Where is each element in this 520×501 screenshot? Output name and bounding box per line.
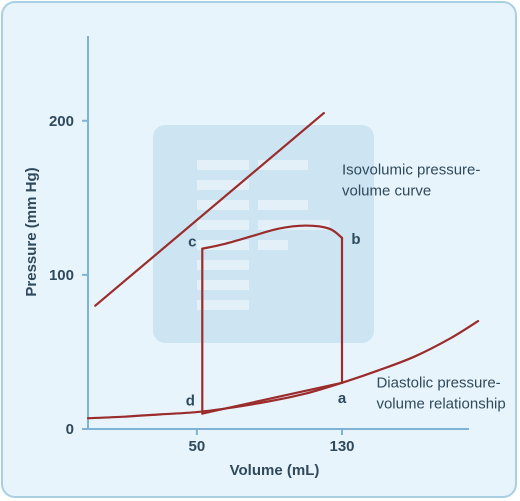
diastolic-line (86, 320, 480, 420)
isovolumic-line (94, 111, 325, 307)
watermark (153, 125, 374, 343)
y-tick-label: 200 (49, 113, 74, 130)
annotation-1: Isovolumic pressure-volume curve (342, 162, 480, 200)
point-label-b: b (351, 231, 360, 248)
annotation-2: Diastolic pressure-volume relationship (376, 374, 505, 412)
x-tick-label: 50 (189, 438, 206, 455)
y-tick-label: 0 (66, 421, 74, 438)
point-label-c: c (188, 234, 196, 251)
axes (87, 36, 469, 430)
y-tick-label: 100 (49, 267, 74, 284)
tick-marks (82, 119, 343, 435)
point-label-a: a (338, 390, 347, 407)
labels: 0 100 200 50 130 a b c d Isovolumic pressure-volu… (49, 113, 506, 455)
x-tick-label: 130 (329, 438, 354, 455)
loop-filling-line (201, 381, 344, 415)
x-axis-title: Volume (mL) (230, 462, 320, 479)
curves (86, 111, 480, 420)
point-label-d: d (186, 393, 195, 410)
loop-ejection-line (201, 224, 344, 250)
y-axis-title: Pressure (mm Hg) (23, 167, 40, 296)
